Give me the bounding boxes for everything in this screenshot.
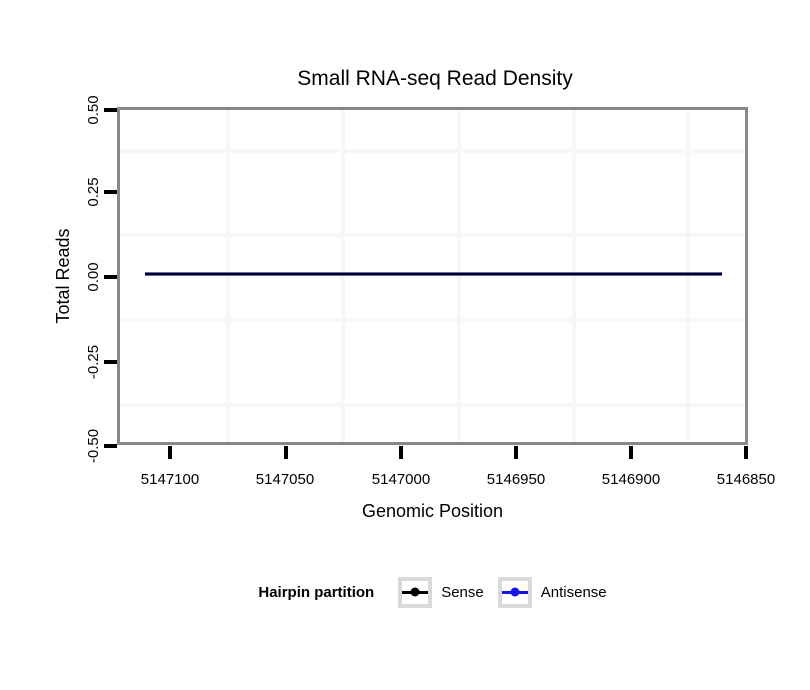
x-axis-title: Genomic Position (361, 501, 504, 521)
x-tick-label: 5147050 (255, 471, 315, 488)
sense-key-icon (398, 576, 433, 608)
y-tick (104, 444, 117, 448)
legend-label-antisense: Antisense (540, 583, 607, 601)
x-tick (629, 446, 633, 459)
x-tick-label: 5147100 (140, 471, 200, 488)
x-tick (399, 446, 403, 459)
minor-gridline-h (120, 317, 745, 322)
legend: Hairpin partition Sense Antisense (117, 572, 748, 612)
x-tick (168, 446, 172, 459)
legend-item-sense: Sense (398, 576, 484, 608)
x-tick (514, 446, 518, 459)
chart-title: Small RNA-seq Read Density (297, 67, 573, 90)
y-tick (104, 108, 117, 112)
antisense-key-icon (497, 576, 532, 608)
legend-label-sense: Sense (441, 583, 484, 601)
minor-gridline-h (120, 402, 745, 407)
y-axis-title: Total Reads (53, 228, 73, 324)
x-tick (283, 446, 288, 459)
y-tick-label: -0.25 (85, 344, 102, 380)
minor-gridline-v (456, 110, 461, 442)
x-tick (744, 446, 748, 459)
y-tick-label: 0.25 (85, 177, 102, 207)
minor-gridline-h (120, 232, 745, 237)
y-tick (104, 360, 117, 364)
x-tick-label: 5147000 (371, 471, 431, 488)
minor-gridline-v (225, 110, 230, 442)
minor-gridline-v (685, 110, 690, 442)
plot-area (117, 107, 748, 445)
y-tick-label: 0.50 (85, 95, 102, 125)
x-tick-label: 5146900 (601, 471, 661, 488)
data-line-sense-antisense (145, 272, 722, 276)
x-tick-label: 5146850 (716, 471, 776, 488)
y-tick (104, 275, 117, 279)
x-tick-label: 5146950 (486, 471, 546, 488)
minor-gridline-h (120, 149, 745, 153)
y-tick-label: -0.50 (85, 428, 102, 464)
y-tick-label: 0.00 (85, 262, 102, 292)
minor-gridline-v (571, 110, 576, 442)
legend-item-antisense: Antisense (497, 576, 607, 608)
minor-gridline-v (340, 110, 345, 442)
legend-title: Hairpin partition (258, 583, 375, 601)
y-tick (104, 190, 117, 194)
